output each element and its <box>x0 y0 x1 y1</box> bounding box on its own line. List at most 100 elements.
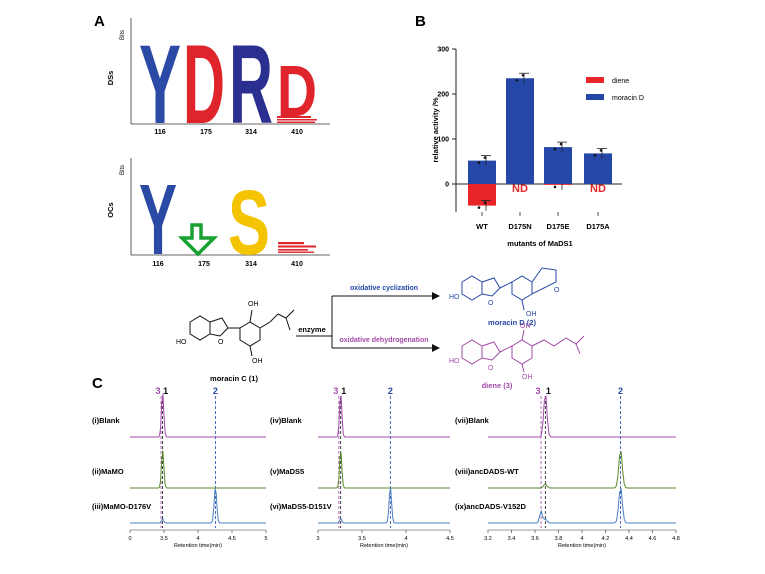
trace-line-4 <box>318 395 450 438</box>
trace-label: (v)MaDS5 <box>270 467 304 476</box>
logo1-letter-116: Y <box>139 22 181 147</box>
x-tick-label: 4.6 <box>649 536 657 542</box>
peak-label-1: 1 <box>163 386 168 396</box>
x-axis-label: Retention time(min) <box>174 543 222 549</box>
trace-line-9 <box>488 487 676 524</box>
bar-diene-WT <box>468 184 496 206</box>
moracin-d-o: O <box>488 300 494 307</box>
x-tick-label: 3.6 <box>531 536 539 542</box>
chromatogram-panel-3: 3 1 2 (vii)Blank (viii)ancDADS-WT (ix)ancDADS… <box>455 386 680 549</box>
bar-moracin-D-D175E <box>544 147 572 184</box>
category-labels: WT D175N D175E D175A <box>476 212 610 231</box>
substrate-o: O <box>218 339 224 346</box>
y-tick-label: 100 <box>437 137 449 144</box>
moracin-d-ho: HO <box>449 294 460 301</box>
logo-ocs: Bits OCs Y S 116 175 314 410 <box>106 158 330 276</box>
diene-structure <box>461 329 585 373</box>
diene-o: O <box>488 365 494 372</box>
peak-label-3: 3 <box>536 386 541 396</box>
substrate-oh-bottom: OH <box>252 358 263 365</box>
y-tick-label: 300 <box>437 47 449 54</box>
x-axis-label: Retention time(min) <box>558 543 606 549</box>
moracin-d-structure <box>461 267 557 311</box>
bar-chart: relative activity /% mutants of MaDS1 0 1… <box>431 47 644 249</box>
logo2-bits-label: Bits <box>120 165 126 175</box>
diene-oh-bottom: OH <box>522 374 533 381</box>
x-tick-label: 0 <box>128 536 131 542</box>
logo2-letter-116: Y <box>139 164 177 276</box>
category-label-D175A: D175A <box>586 222 610 231</box>
trace-label: (iv)Blank <box>270 416 303 425</box>
x-tick-label: 4 <box>580 536 583 542</box>
panel-c-letter: C <box>92 375 103 392</box>
trace-line-1 <box>130 393 266 438</box>
trace-label: (ix)ancDADS-V152D <box>455 502 526 511</box>
moracin-d-ring-o: O <box>554 287 560 294</box>
legend-swatch-diene <box>586 77 604 83</box>
logo-dss: Bits DSs Y D R D 116 175 314 410 <box>106 18 330 147</box>
x-tick-label: 3.5 <box>358 536 366 542</box>
peak-label-2: 2 <box>388 386 393 396</box>
peak-label-3: 3 <box>333 386 338 396</box>
panel-b-letter: B <box>415 13 426 30</box>
logo1-letter-410: D <box>277 52 317 132</box>
trace-label: (vi)MaDS5-D151V <box>270 502 332 511</box>
peak-label-1: 1 <box>341 386 346 396</box>
y-axis-label: relative activity /% <box>431 97 440 162</box>
logo1-pos-410: 410 <box>291 129 303 136</box>
diene-oh-top: OH <box>520 323 531 330</box>
logo2-pos-314: 314 <box>245 261 257 268</box>
trace-line-8 <box>488 450 676 489</box>
x-tick-label: 4.5 <box>446 536 454 542</box>
logo1-bits-label: Bits <box>120 30 126 40</box>
trace-label: (vii)Blank <box>455 416 490 425</box>
logo1-group-label: DSs <box>106 71 115 86</box>
peak-label-2: 2 <box>213 386 218 396</box>
x-tick-label: 3.4 <box>508 536 516 542</box>
path1-label: oxidative cyclization <box>350 285 418 292</box>
path2-label: oxidative dehydrogenation <box>339 337 428 344</box>
trace-line-7 <box>488 396 676 438</box>
bar-moracin-D-D175N <box>506 78 534 184</box>
panel-a-letter: A <box>94 13 105 30</box>
enzyme-label: enzyme <box>298 325 326 334</box>
diene-ho: HO <box>449 358 460 365</box>
trace-label: (viii)ancDADS-WT <box>455 467 519 476</box>
peak-label-3: 3 <box>156 386 161 396</box>
chromatogram-panel-1: 3 1 2 (i)Blank (ii)MaMO (iii)MaMO-D176V 0 3.5 4 4… <box>92 386 268 549</box>
substrate-label: moracin C (1) <box>210 374 258 383</box>
bar-moracin-D-WT <box>468 160 496 184</box>
category-label-D175N: D175N <box>508 222 531 231</box>
logo2-pos-410: 410 <box>291 261 303 268</box>
trace-label: (iii)MaMO-D176V <box>92 502 151 511</box>
logo2-pos-175: 175 <box>198 261 210 268</box>
x-tick-label: 4.4 <box>625 536 633 542</box>
logo2-pos-116: 116 <box>152 261 163 268</box>
legend-swatch-moracin-d <box>586 94 604 100</box>
logo1-letter-314: R <box>229 22 273 147</box>
x-tick-label: 3 <box>316 536 319 542</box>
x-axis-label: mutants of MaDS1 <box>507 239 572 248</box>
x-tick-label: 3.2 <box>484 536 492 542</box>
x-tick-label: 4 <box>404 536 407 542</box>
logo1-pos-175: 175 <box>200 129 212 136</box>
bars <box>468 72 612 211</box>
x-tick-label: 4.5 <box>228 536 236 542</box>
moracin-c-structure <box>189 309 295 357</box>
bar-diene-D175E <box>544 184 572 185</box>
x-tick-label: 4.2 <box>602 536 610 542</box>
product1-label: moracin D (2) <box>488 318 536 327</box>
trace-label: (ii)MaMO <box>92 467 124 476</box>
trace-line-5 <box>318 452 450 489</box>
trace-line-3 <box>130 488 266 524</box>
legend-label-moracin-d: moracin D <box>612 95 644 102</box>
nd-annotation-d175n: ND <box>512 183 528 195</box>
x-tick-label: 5 <box>264 536 267 542</box>
trace-line-2 <box>130 450 266 489</box>
logo2-letter-314: S <box>228 172 270 274</box>
x-tick-label: 3.8 <box>555 536 563 542</box>
logo2-group-label: OCs <box>106 202 115 217</box>
logo1-pos-314: 314 <box>245 129 257 136</box>
